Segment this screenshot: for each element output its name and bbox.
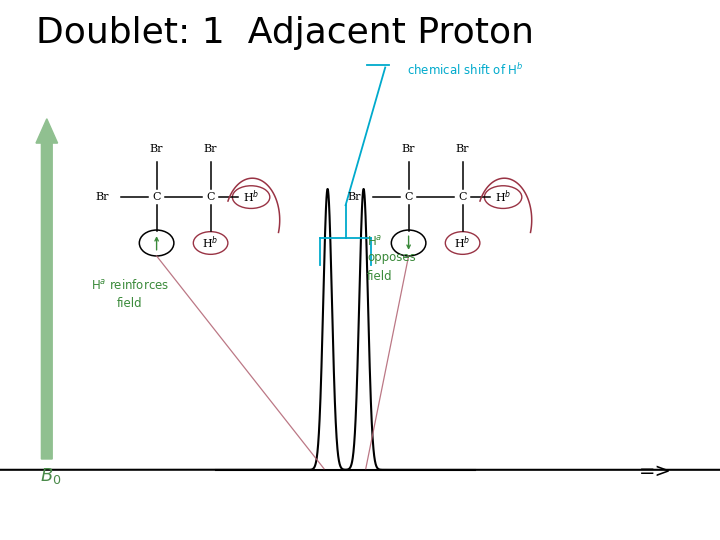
FancyArrow shape — [36, 119, 58, 459]
Text: H$^b$: H$^b$ — [243, 189, 259, 205]
Text: Br: Br — [204, 144, 217, 153]
Text: Br: Br — [402, 144, 415, 153]
Text: Br: Br — [348, 192, 361, 202]
Text: Br: Br — [96, 192, 109, 202]
Text: field: field — [367, 270, 393, 283]
Text: H$^a$ reinforces: H$^a$ reinforces — [91, 278, 168, 292]
Text: C: C — [459, 192, 467, 202]
Text: Br: Br — [456, 144, 469, 153]
Text: Br: Br — [150, 144, 163, 153]
Text: =>: => — [639, 462, 672, 481]
Text: H$^b$: H$^b$ — [202, 235, 219, 251]
Text: H$^b$: H$^b$ — [454, 235, 471, 251]
Text: C: C — [405, 192, 413, 202]
Text: chemical shift of H$^b$: chemical shift of H$^b$ — [407, 62, 523, 78]
Text: H$^b$: H$^b$ — [495, 189, 511, 205]
Text: $B_0$: $B_0$ — [40, 466, 61, 486]
Text: C: C — [153, 192, 161, 202]
Text: field: field — [117, 297, 143, 310]
Text: H$^a$: H$^a$ — [367, 235, 382, 249]
Text: opposes: opposes — [367, 251, 416, 264]
Text: Doublet: 1  Adjacent Proton: Doublet: 1 Adjacent Proton — [36, 16, 534, 50]
Text: C: C — [207, 192, 215, 202]
